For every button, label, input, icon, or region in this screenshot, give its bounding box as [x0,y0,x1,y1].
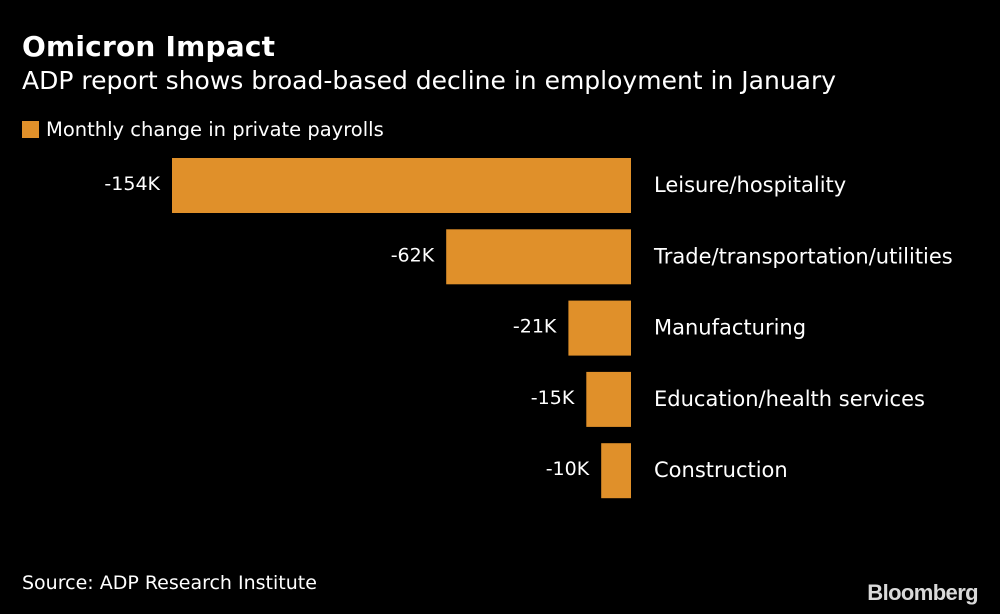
category-label: Leisure/hospitality [654,173,846,197]
legend: Monthly change in private payrolls [22,118,384,141]
value-label: -10K [546,458,590,480]
legend-swatch [22,121,39,138]
category-label: Manufacturing [654,316,806,340]
category-label: Construction [654,458,788,482]
category-label: Education/health services [654,387,925,411]
value-label: -15K [531,387,575,409]
value-label: -62K [391,244,435,266]
bar [172,158,631,213]
bar [446,229,631,285]
value-label: -154K [104,173,160,195]
bloomberg-logo: Bloomberg [867,580,978,605]
bar [568,300,631,356]
legend-label: Monthly change in private payrolls [46,118,384,141]
value-label: -21K [513,316,557,338]
category-label: Trade/transportation/utilities [653,244,953,268]
chart-title: Omicron Impact [22,30,276,63]
chart-subtitle: ADP report shows broad-based decline in … [22,66,837,95]
bar [601,443,631,499]
bar [586,371,631,427]
source-note: Source: ADP Research Institute [22,572,317,594]
